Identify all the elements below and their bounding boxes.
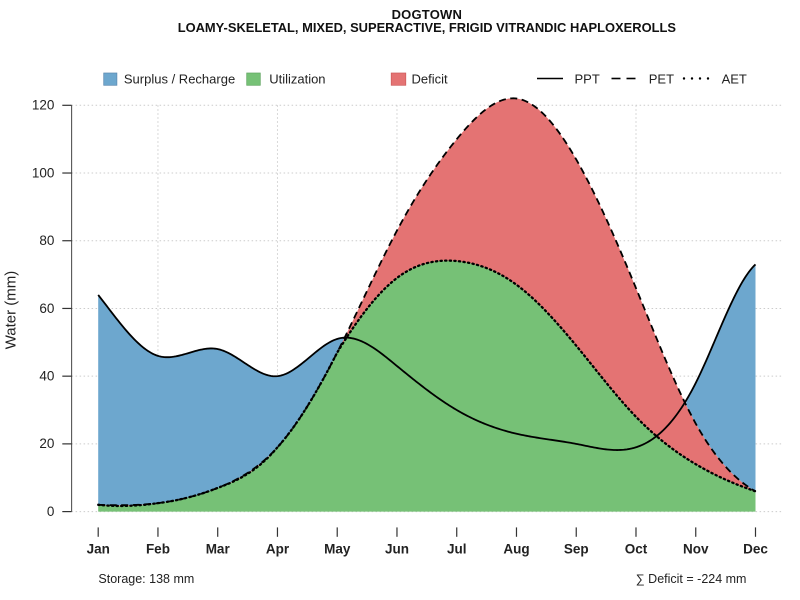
svg-text:Mar: Mar [206,542,231,557]
svg-text:Jul: Jul [447,542,467,557]
svg-text:Jan: Jan [87,542,110,557]
svg-text:0: 0 [47,504,55,519]
svg-text:Jun: Jun [385,542,409,557]
svg-text:60: 60 [39,301,54,316]
svg-text:Nov: Nov [683,542,709,557]
svg-text:40: 40 [39,369,54,384]
svg-text:Apr: Apr [266,542,290,557]
svg-text:100: 100 [32,165,55,180]
svg-text:Dec: Dec [743,542,768,557]
svg-text:120: 120 [32,98,55,113]
svg-text:Feb: Feb [146,542,170,557]
svg-text:Oct: Oct [625,542,648,557]
svg-text:Aug: Aug [503,542,529,557]
svg-text:Sep: Sep [564,542,589,557]
svg-text:80: 80 [39,233,54,248]
svg-text:May: May [324,542,351,557]
svg-text:20: 20 [39,436,54,451]
